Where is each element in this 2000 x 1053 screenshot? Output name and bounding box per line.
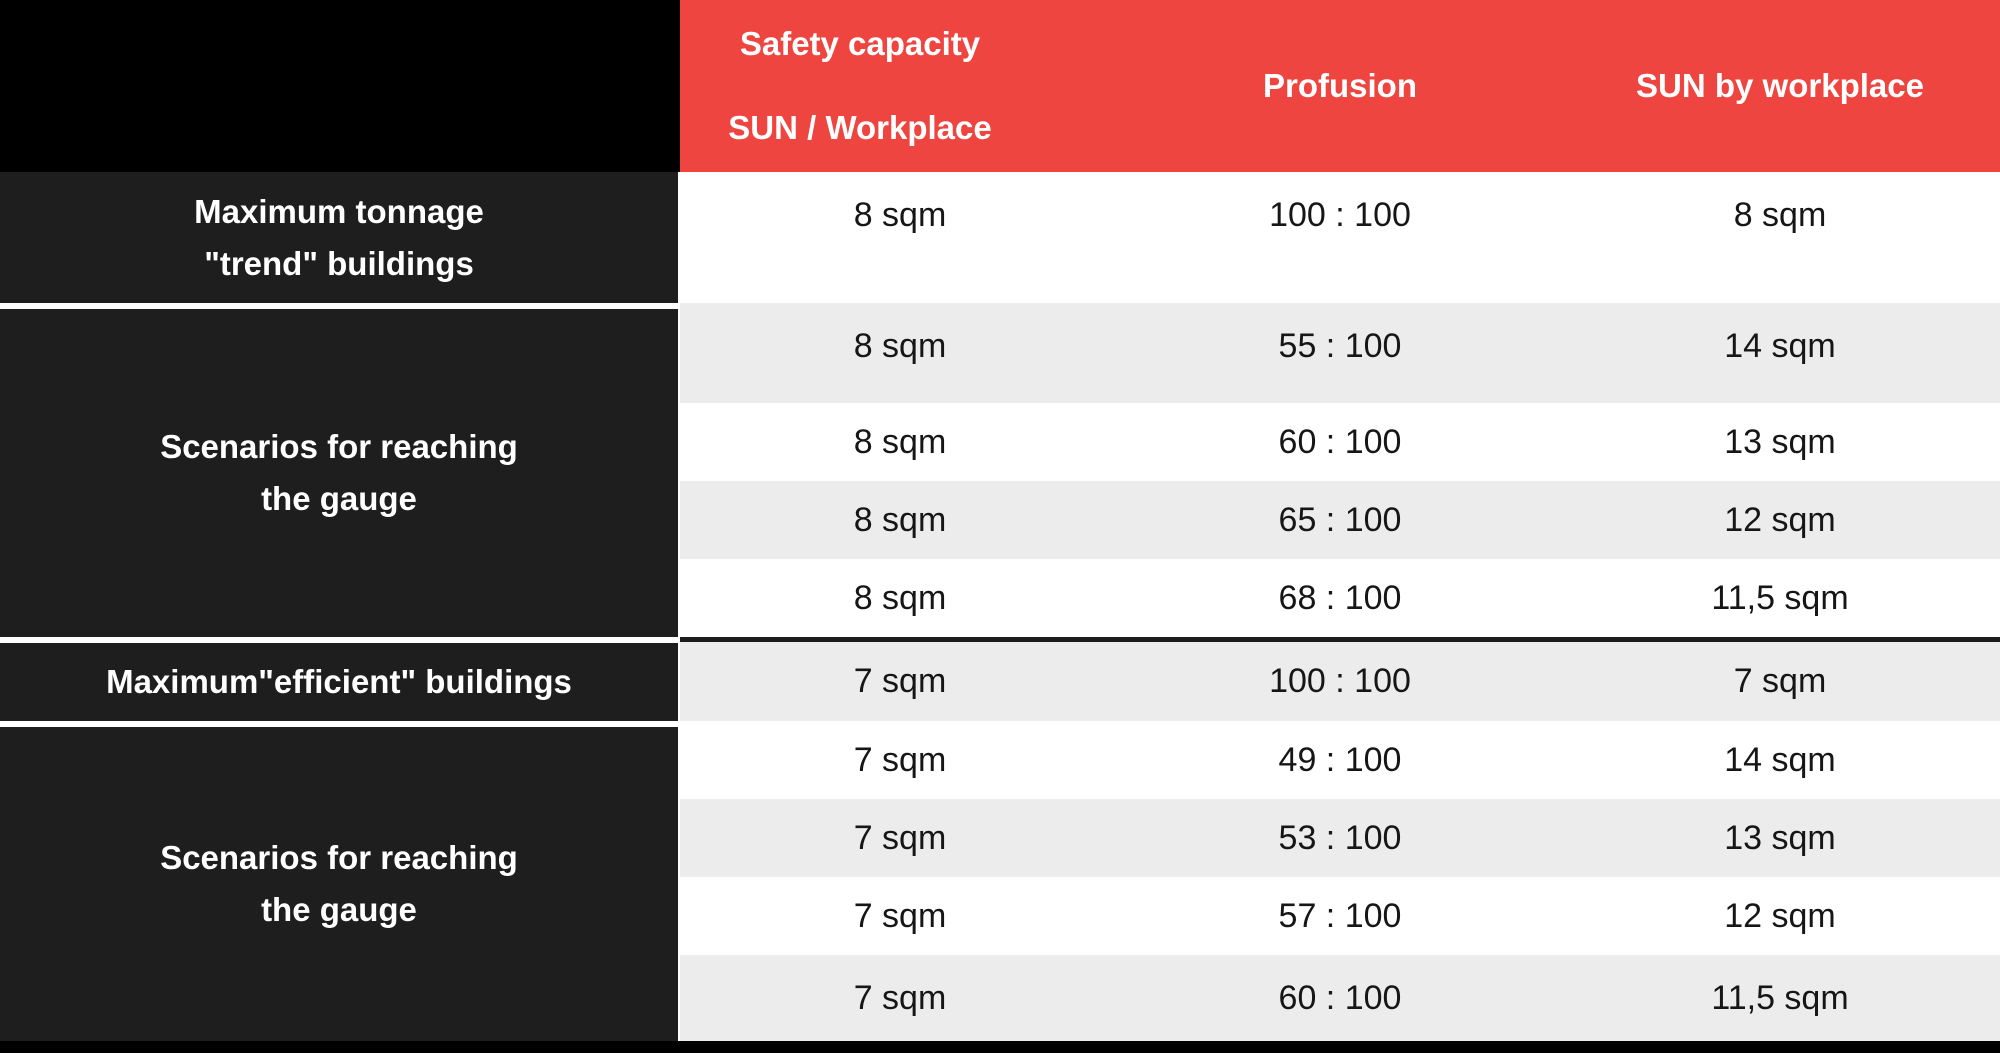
cell-trend-scenario3-profusion: 65 : 100 [1120, 481, 1560, 559]
header-corner-cell [0, 0, 680, 172]
header-safety-capacity: Safety capacity SUN / Workplace [680, 0, 1120, 172]
header-profusion: Profusion [1120, 0, 1560, 172]
cell-trend-scenario1-sun-by-workplace: 14 sqm [1560, 303, 2000, 403]
cell-trend-scenario3-sun: 8 sqm [680, 481, 1120, 559]
bottom-black-strip [0, 1041, 2000, 1053]
cell-efficient-scenario4-sun-by-workplace: 11,5 sqm [1560, 955, 2000, 1041]
cell-trend-scenario2-profusion: 60 : 100 [1120, 403, 1560, 481]
group-label-line: "trend" buildings [204, 244, 474, 282]
cell-trend-scenario2-sun: 8 sqm [680, 403, 1120, 481]
header-safety-capacity-line1: Safety capacity [739, 25, 981, 62]
group-label-maximum-trend-buildings: Maximum tonnage "trend" buildings [0, 172, 680, 303]
group-label-line: Scenarios for reaching [160, 428, 518, 465]
cell-trend-scenario2-sun-by-workplace: 13 sqm [1560, 403, 2000, 481]
group-label-line: the gauge [261, 480, 417, 517]
cell-efficient-scenario1-sun: 7 sqm [680, 721, 1120, 799]
group-label-scenarios-efficient: Scenarios for reaching the gauge [0, 721, 680, 1041]
header-safety-capacity-line2: SUN / Workplace [728, 109, 992, 146]
cell-trend-scenario4-sun: 8 sqm [680, 559, 1120, 637]
header-sun-by-workplace: SUN by workplace [1560, 0, 2000, 172]
cell-efficient-scenario3-sun: 7 sqm [680, 877, 1120, 955]
cell-trend-scenario4-profusion: 68 : 100 [1120, 559, 1560, 637]
header-profusion-label: Profusion [1263, 67, 1417, 104]
header-sun-by-workplace-label: SUN by workplace [1636, 67, 1924, 104]
cell-efficient-scenario2-sun-by-workplace: 13 sqm [1560, 799, 2000, 877]
cell-efficient-scenario4-profusion: 60 : 100 [1120, 955, 1560, 1041]
cell-trend-max-sun-by-workplace: 8 sqm [1560, 172, 2000, 303]
group-label-line: Scenarios for reaching [160, 839, 518, 876]
cell-efficient-scenario3-profusion: 57 : 100 [1120, 877, 1560, 955]
cell-trend-scenario1-profusion: 55 : 100 [1120, 303, 1560, 403]
group-label-line: the gauge [261, 891, 417, 928]
group-label-scenarios-trend: Scenarios for reaching the gauge [0, 303, 680, 637]
cell-efficient-max-sun: 7 sqm [680, 637, 1120, 721]
cell-efficient-scenario3-sun-by-workplace: 12 sqm [1560, 877, 2000, 955]
cell-efficient-scenario2-profusion: 53 : 100 [1120, 799, 1560, 877]
group-label-maximum-efficient-buildings: Maximum"efficient" buildings [0, 637, 680, 721]
cell-trend-max-profusion: 100 : 100 [1120, 172, 1560, 303]
cell-trend-scenario4-sun-by-workplace: 11,5 sqm [1560, 559, 2000, 637]
cell-efficient-scenario1-sun-by-workplace: 14 sqm [1560, 721, 2000, 799]
group-label-line: Maximum"efficient" buildings [106, 663, 572, 700]
cell-efficient-max-profusion: 100 : 100 [1120, 637, 1560, 721]
cell-efficient-scenario4-sun: 7 sqm [680, 955, 1120, 1041]
group-label-line: Maximum tonnage [194, 192, 484, 230]
cell-efficient-scenario2-sun: 7 sqm [680, 799, 1120, 877]
cell-trend-scenario3-sun-by-workplace: 12 sqm [1560, 481, 2000, 559]
cell-trend-scenario1-sun: 8 sqm [680, 303, 1120, 403]
cell-trend-max-sun: 8 sqm [680, 172, 1120, 303]
cell-efficient-scenario1-profusion: 49 : 100 [1120, 721, 1560, 799]
cell-efficient-max-sun-by-workplace: 7 sqm [1560, 637, 2000, 721]
